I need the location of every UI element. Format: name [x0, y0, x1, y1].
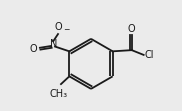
Text: O: O — [54, 22, 62, 32]
Text: O: O — [128, 24, 136, 34]
Text: Cl: Cl — [144, 50, 154, 60]
Text: O: O — [29, 44, 37, 54]
Text: N: N — [50, 39, 57, 49]
Text: −: − — [63, 25, 69, 34]
Text: CH₃: CH₃ — [50, 89, 68, 99]
